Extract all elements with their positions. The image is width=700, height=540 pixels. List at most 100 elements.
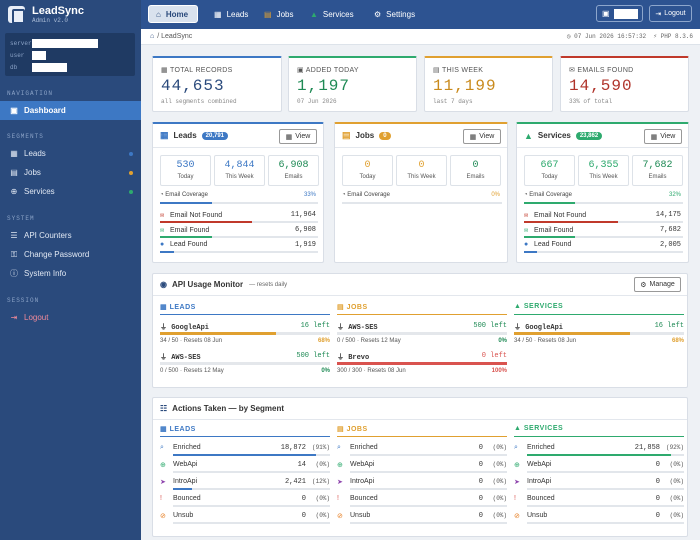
action-value: 14 — [297, 461, 306, 469]
actions-taken-panel: ☷ Actions Taken — by Segment ▦ LEADS ⌕ Enr… — [152, 397, 688, 537]
breadcrumb-path: / LeadSync — [157, 33, 193, 40]
action-value: 0 — [655, 495, 660, 503]
tab-services[interactable]: ▲ Services — [303, 5, 361, 23]
home-icon[interactable]: ⌂ — [150, 33, 155, 40]
button-label: View — [295, 133, 311, 140]
action-bar — [173, 471, 330, 473]
sidebar-item-logout[interactable]: ⇥ Logout — [0, 308, 141, 327]
tab-jobs[interactable]: ▤ Jobs — [257, 5, 300, 23]
sidebar-item-leads[interactable]: ▦ Leads — [0, 144, 141, 163]
tile-this-week: 4,844 This Week — [214, 155, 265, 186]
segment-title: Services — [537, 131, 571, 140]
bar-fill — [524, 202, 575, 204]
sidebar-item-label: Services — [24, 187, 55, 196]
api-row: ⏚ Brevo 0 left 300 / 300 · Resets 08 Jun 10… — [337, 352, 507, 378]
plug-icon: ⏚ — [160, 354, 167, 362]
action-row: ⌕ Enriched 18,872 (91%) — [160, 444, 330, 461]
api-usage-monitor: ◉ API Usage Monitor — resets daily ⚙ Manage… — [152, 273, 688, 388]
tab-label: Services — [322, 9, 354, 19]
tab-settings[interactable]: ⚙ Settings — [367, 5, 422, 23]
calendar-week-icon: ▤ — [433, 67, 440, 74]
action-label: WebApi — [527, 461, 552, 468]
view-services-button[interactable]: ▦ View — [644, 129, 682, 144]
stat-email-found: ✉ Email Found 7,682 — [524, 226, 681, 235]
action-pct: (0%) — [669, 512, 684, 519]
action-label: Bounced — [527, 495, 555, 502]
api-usage: 34 / 50 · Resets 08 Jun — [160, 338, 223, 344]
topbar: ⌂ Home ▦ Leads ▤ Jobs ▲ Services ⚙ Settings ▣… — [141, 0, 700, 29]
action-pct: (0%) — [315, 461, 330, 468]
actions-col-leads: ▦ LEADS ⌕ Enriched 18,872 (91%) ⊕ WebApi 14 (0%… — [160, 425, 330, 524]
bar-fill — [160, 202, 213, 204]
manage-button[interactable]: ⚙ Manage — [634, 277, 681, 292]
tile-value: 667 — [540, 160, 559, 171]
tab-leads[interactable]: ▦ Leads — [207, 5, 255, 23]
kpi-sub: last 7 days — [433, 98, 473, 105]
tab-home[interactable]: ⌂ Home — [148, 5, 198, 23]
api-usage-bar — [160, 362, 330, 365]
sidebar-item-dashboard[interactable]: ▣ Dashboard — [0, 101, 141, 120]
stat-bar — [524, 236, 683, 238]
segment-title: Jobs — [355, 131, 375, 140]
sidebar-item-api-counters[interactable]: ☰ API Counters — [0, 226, 141, 245]
action-bar — [527, 505, 684, 507]
col-head: SERVICES — [523, 425, 564, 432]
bar-fill — [524, 221, 618, 223]
action-row: ⊕ WebApi 0 (0%) — [514, 461, 684, 478]
action-bar — [527, 522, 684, 524]
kpi-sub: 33% of total — [569, 98, 613, 105]
view-jobs-button[interactable]: ▦ View — [463, 129, 501, 144]
coverage-icon: ◔ — [160, 192, 164, 198]
bar-fill — [527, 454, 672, 456]
segment-count-badge: 0 — [379, 131, 391, 140]
brand[interactable]: LeadSync Admin v2.0 — [8, 5, 84, 24]
kpi-label: THIS WEEK — [442, 67, 484, 74]
search-icon: ⌕ — [160, 444, 164, 451]
kpi-total-records: ▦ TOTAL RECORDS 44,653 all segments comb… — [152, 56, 282, 112]
tile-today: 530 Today — [160, 155, 211, 186]
button-label: View — [660, 133, 676, 140]
action-pct: (0%) — [315, 512, 330, 519]
api-name-text: Brevo — [348, 354, 370, 362]
stat-label: Email Not Found — [534, 212, 587, 219]
action-bar — [173, 488, 330, 490]
table-icon: ▦ — [285, 133, 293, 141]
tile-label: Emails — [284, 174, 303, 180]
tile-emails: 0 Emails — [450, 155, 501, 186]
action-row: ➤ IntroApi 2,421 (12%) — [160, 478, 330, 495]
action-label: WebApi — [350, 461, 375, 468]
logout-button[interactable]: ⇥ Logout — [649, 5, 692, 22]
api-pct: 0% — [321, 368, 330, 374]
api-usage: 0 / 500 · Resets 12 May — [160, 368, 224, 374]
sidebar-item-system-info[interactable]: ⓘ System Info — [0, 264, 141, 283]
sidebar-item-change-password[interactable]: ⚿ Change Password — [0, 245, 141, 264]
view-leads-button[interactable]: ▦ View — [279, 129, 317, 144]
stat-value: 7,682 — [659, 226, 681, 234]
action-bar — [173, 522, 330, 524]
action-pct: (91%) — [311, 444, 330, 451]
bar-fill — [160, 332, 276, 335]
action-bar — [350, 454, 507, 456]
tile-this-week: 6,355 This Week — [578, 155, 629, 186]
list-check-icon: ☷ — [160, 404, 168, 413]
envelope-icon: ✉ — [569, 67, 576, 74]
sidebar-item-jobs[interactable]: ▤ Jobs — [0, 163, 141, 182]
email-coverage: ◔ Email Coverage 33% — [160, 192, 316, 198]
tile-value: 6,355 — [588, 160, 619, 171]
stat-lead-found: ● Lead Found 2,005 — [524, 241, 681, 249]
kpi-this-week: ▤ THIS WEEK 11,199 last 7 days — [424, 56, 553, 112]
sidebar-item-services[interactable]: ⊕ Services — [0, 182, 141, 201]
stat-bar — [524, 251, 683, 253]
user-menu-button[interactable]: ▣ — [596, 5, 643, 22]
action-label: IntroApi — [173, 478, 198, 485]
ban-icon: ⊘ — [337, 513, 343, 520]
tree-icon: ▲ — [514, 303, 522, 310]
php-version: PHP 8.3.6 — [660, 33, 693, 40]
api-col-leads: ▦ LEADS ⏚ GoogleApi 16 left 34 / 50 · Rese… — [160, 303, 330, 374]
tile-label: Today — [541, 174, 558, 180]
tree-icon: ▲ — [524, 130, 533, 141]
server-label: server — [10, 39, 32, 47]
tile-label: Emails — [466, 174, 485, 180]
jobs-dot — [129, 171, 133, 175]
api-left: 500 left — [473, 322, 507, 330]
